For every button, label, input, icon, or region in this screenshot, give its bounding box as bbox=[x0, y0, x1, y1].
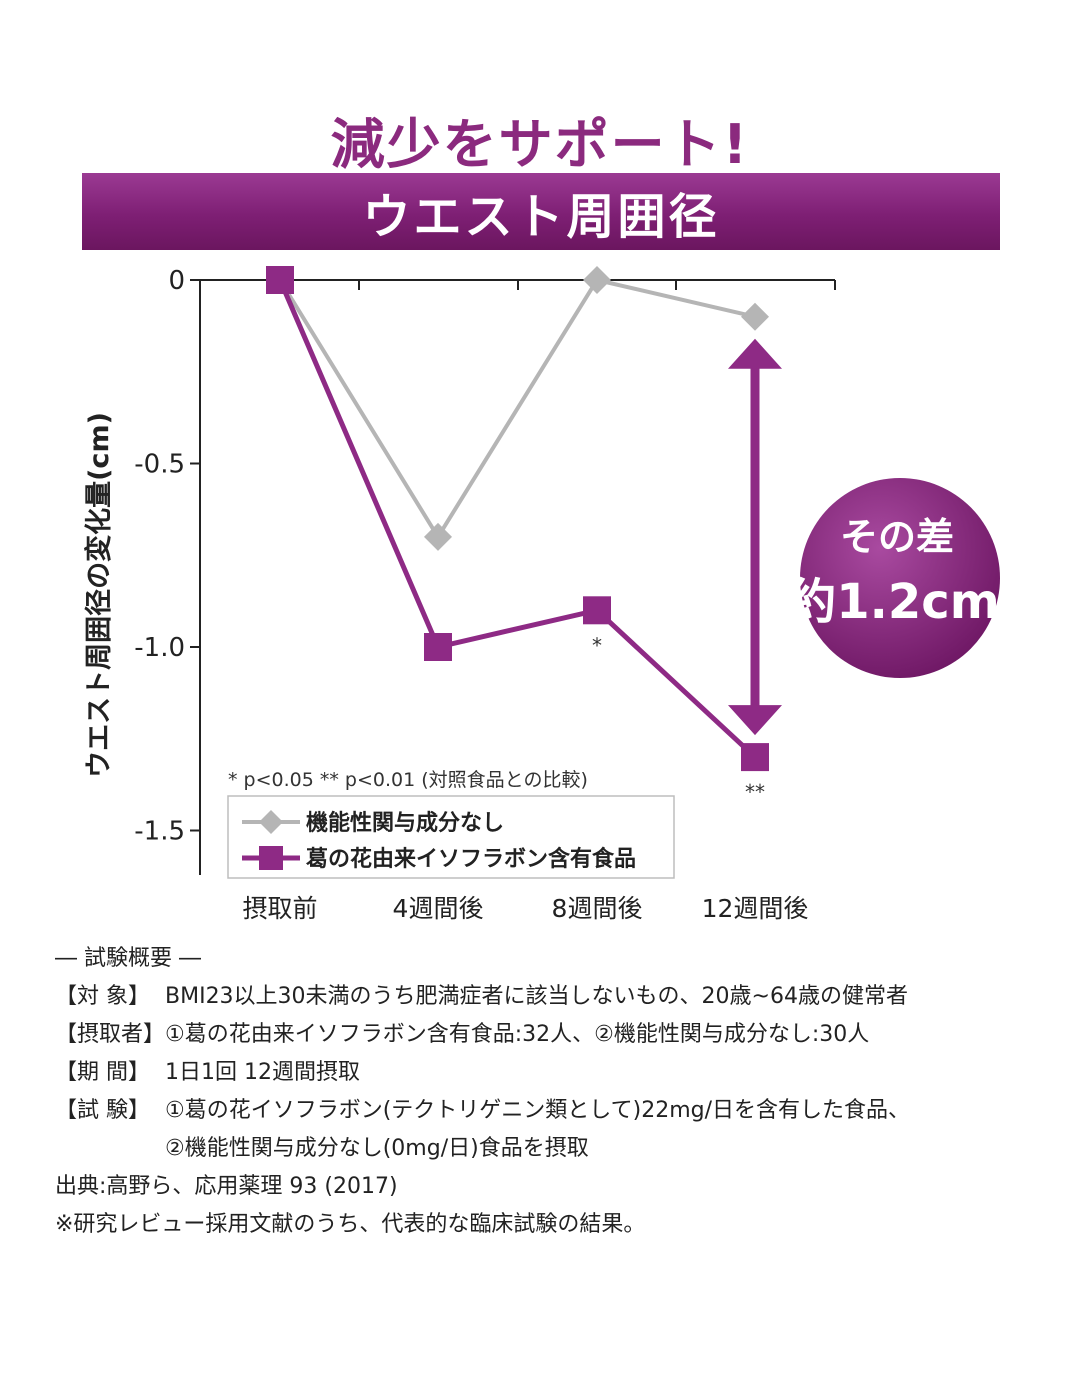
source-citation: 出典:高野ら、応用薬理 93 (2017) bbox=[55, 1174, 398, 1199]
legend-label-test: 葛の花由来イソフラボン含有食品 bbox=[305, 846, 636, 872]
x-tick-label: 摂取前 bbox=[242, 894, 317, 923]
significance-note: * p<0.05 ** p<0.01 (対照食品との比較) bbox=[228, 769, 588, 791]
difference-callout-line2: 約1.2cm bbox=[788, 574, 1000, 630]
difference-arrow-head-top bbox=[728, 338, 782, 369]
y-axis-label: ウエスト周囲径の変化量(cm) bbox=[83, 412, 115, 778]
summary-title: ― 試験概要 ― bbox=[55, 946, 201, 971]
footnote: ※研究レビュー採用文献のうち、代表的な臨床試験の結果。 bbox=[55, 1212, 646, 1237]
waist-change-chart: 0 -0.5 -1.0 -1.5 ウエスト周囲径の変化量(cm) 摂取前 4週間後 8週間後 1… bbox=[83, 266, 1000, 923]
summary-row-subjects: 【対 象】 BMI23以上30未満のうち肥満症者に該当しないもの、20歳~64歳… bbox=[55, 978, 1055, 1016]
trial-summary: ― 試験概要 ― 【対 象】 BMI23以上30未満のうち肥満症者に該当しないも… bbox=[55, 940, 1055, 1244]
summary-row-test: 【試 験】 ①葛の花イソフラボン(テクトリゲニン類として)22mg/日を含有した… bbox=[55, 1092, 1055, 1130]
x-tick-label: 8週間後 bbox=[552, 894, 643, 923]
summary-text: ①葛の花由来イソフラボン含有食品:32人、②機能性関与成分なし:30人 bbox=[165, 1022, 870, 1047]
summary-row-period: 【期 間】 1日1回 12週間摂取 bbox=[55, 1054, 1055, 1092]
summary-text: 1日1回 12週間摂取 bbox=[165, 1060, 360, 1085]
data-point-control bbox=[583, 266, 611, 294]
difference-callout-circle bbox=[800, 478, 1000, 678]
data-point-test bbox=[266, 266, 294, 294]
data-point-test bbox=[424, 633, 452, 661]
significance-mark: ** bbox=[745, 780, 765, 804]
legend-box bbox=[227, 795, 675, 879]
summary-row-participants: 【摂取者】 ①葛の花由来イソフラボン含有食品:32人、②機能性関与成分なし:30… bbox=[55, 1016, 1055, 1054]
summary-text: BMI23以上30未満のうち肥満症者に該当しないもの、20歳~64歳の健常者 bbox=[165, 984, 908, 1009]
series-line bbox=[278, 277, 756, 541]
title-banner: ウエスト周囲径 bbox=[82, 173, 1000, 250]
summary-continuation: ②機能性関与成分なし(0mg/日)食品を摂取 bbox=[165, 1136, 589, 1161]
summary-text: ①葛の花イソフラボン(テクトリゲニン類として)22mg/日を含有した食品、 bbox=[165, 1098, 911, 1123]
data-point-test bbox=[583, 596, 611, 625]
data-point-control bbox=[424, 522, 452, 551]
x-tick-label: 4週間後 bbox=[393, 894, 484, 923]
significance-mark: * bbox=[592, 633, 602, 657]
headline: 減少をサポート! bbox=[330, 113, 750, 176]
series-line bbox=[277, 279, 757, 759]
summary-label: 【対 象】 bbox=[55, 984, 150, 1009]
y-tick-label: -1.0 bbox=[134, 633, 185, 663]
data-point-control bbox=[741, 302, 769, 331]
summary-label: 【期 間】 bbox=[55, 1060, 150, 1085]
legend-marker-control bbox=[259, 810, 283, 834]
data-point-test bbox=[741, 743, 769, 772]
difference-callout-line1: その差 bbox=[840, 515, 954, 559]
x-tick-label: 12週間後 bbox=[702, 894, 809, 923]
y-tick-label: 0 bbox=[168, 266, 185, 296]
difference-arrow-head-bottom bbox=[728, 705, 782, 736]
y-tick-label: -0.5 bbox=[134, 450, 185, 480]
chart-title: ウエスト周囲径 bbox=[362, 188, 720, 245]
y-tick-label: -1.5 bbox=[134, 817, 185, 847]
legend-label-control: 機能性関与成分なし bbox=[306, 810, 504, 836]
summary-label: 【試 験】 bbox=[55, 1098, 150, 1123]
summary-label: 【摂取者】 bbox=[55, 1022, 166, 1047]
legend-marker-test bbox=[259, 846, 283, 870]
